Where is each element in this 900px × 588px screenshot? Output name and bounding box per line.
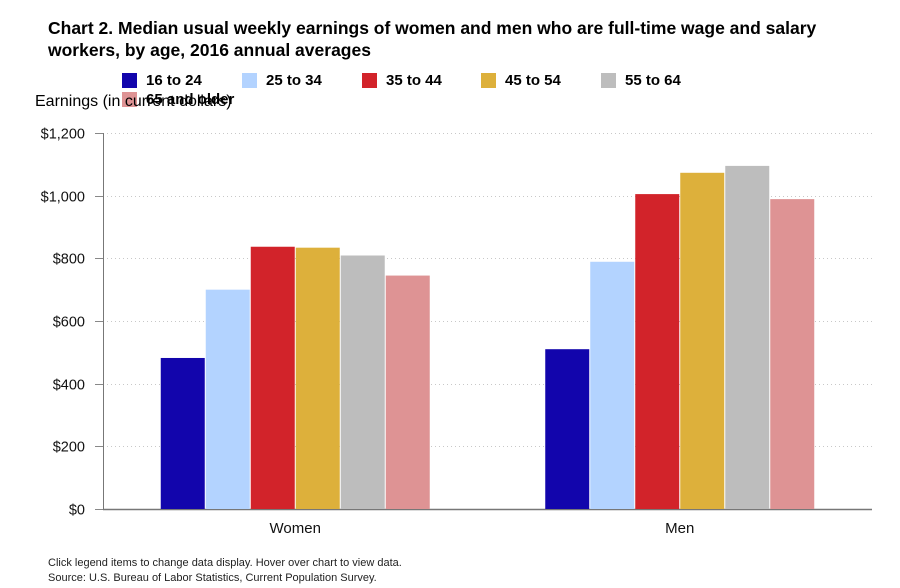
legend-label: 35 to 44 [386,72,442,89]
bar-women-55-to-64[interactable]: 55 to 64: 809 [340,255,385,509]
bar-men-55-to-64[interactable]: 55 to 64: 1095 [725,165,770,509]
interaction-note: Click legend items to change data displa… [48,557,402,569]
chart-title: Chart 2. Median usual weekly earnings of… [48,18,817,60]
bar-women-35-to-44[interactable]: 35 to 44: 837 [250,246,295,510]
bar-men-45-to-54[interactable]: 45 to 54: 1073 [680,172,725,509]
y-axis-label: Earnings (in current dollars) [35,93,232,110]
legend-swatch [362,73,377,88]
bar-men-16-to-24[interactable]: 16 to 24: 510 [545,349,590,509]
y-tick-label: $800 [53,252,85,268]
bar-men-65-and-older[interactable]: 65 and older: 989 [770,199,815,509]
bar-women-65-and-older[interactable]: 65 and older: 745 [385,275,430,509]
legend-label: 55 to 64 [625,72,681,89]
source-note: Source: U.S. Bureau of Labor Statistics,… [48,572,377,584]
legend-label: 16 to 24 [146,72,202,89]
legend-label: 25 to 34 [266,72,322,89]
x-category-label: Men [665,520,694,537]
x-category-label: Women [270,520,321,537]
legend-swatch [122,92,137,107]
axes [95,133,872,511]
y-tick-label: $1,200 [41,127,85,143]
bar-women-25-to-34[interactable]: 25 to 34: 700 [205,289,250,509]
bars[interactable]: 16 to 24: 48225 to 34: 70035 to 44: 8374… [160,165,815,510]
y-tick-label: $0 [69,503,85,519]
bar-women-45-to-54[interactable]: 45 to 54: 834 [295,247,340,509]
legend-swatch [601,73,616,88]
legend-swatch [481,73,496,88]
legend-swatch [242,73,257,88]
y-tick-label: $1,000 [41,190,85,206]
bar-men-35-to-44[interactable]: 35 to 44: 1005 [635,194,680,509]
y-tick-label: $200 [53,440,85,456]
y-tick-label: $400 [53,378,85,394]
bar-women-16-to-24[interactable]: 16 to 24: 482 [160,357,205,509]
axis-labels: $0 $200 $400 $600 $800 $1,000 $1,200 Women Men [41,127,695,538]
y-tick-label: $600 [53,315,85,331]
bar-men-25-to-34[interactable]: 25 to 34: 789 [590,261,635,509]
legend-label: 65 and older [146,91,235,108]
legend-swatch [122,73,137,88]
legend-label: 45 to 54 [505,72,561,89]
